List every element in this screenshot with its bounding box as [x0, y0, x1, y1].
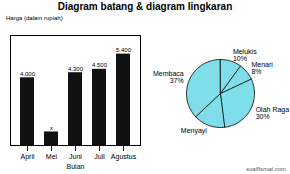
svg-text:4.300: 4.300 [68, 66, 84, 72]
svg-text:5.400: 5.400 [116, 47, 132, 53]
svg-text:x: x [50, 125, 53, 131]
svg-text:4.500: 4.500 [92, 62, 108, 68]
svg-text:Melukis10%: Melukis10% [233, 48, 257, 62]
svg-text:Mei: Mei [46, 153, 58, 160]
svg-text:Juni: Juni [69, 153, 82, 160]
html-text:Diagram batang & diagram lingk: Diagram batang & diagram lingkaran [57, 1, 233, 12]
svg-text:Agustus: Agustus [111, 153, 137, 161]
svg-text:Bulan: Bulan [67, 163, 85, 170]
html-text:soalfismat.com: soalfismat.com [246, 166, 286, 172]
svg-text:Membaca37%: Membaca37% [153, 70, 184, 84]
svg-text:Menari8%: Menari8% [251, 61, 273, 75]
svg-text:Olah Raga30%: Olah Raga30% [256, 106, 290, 120]
html-text:Harga (dalam rupiah): Harga (dalam rupiah) [6, 15, 63, 21]
svg-text:April: April [20, 153, 34, 161]
svg-text:Menyayi: Menyayi [181, 127, 208, 135]
svg-text:Juli: Juli [94, 153, 105, 160]
svg-text:4.000: 4.000 [20, 71, 36, 77]
